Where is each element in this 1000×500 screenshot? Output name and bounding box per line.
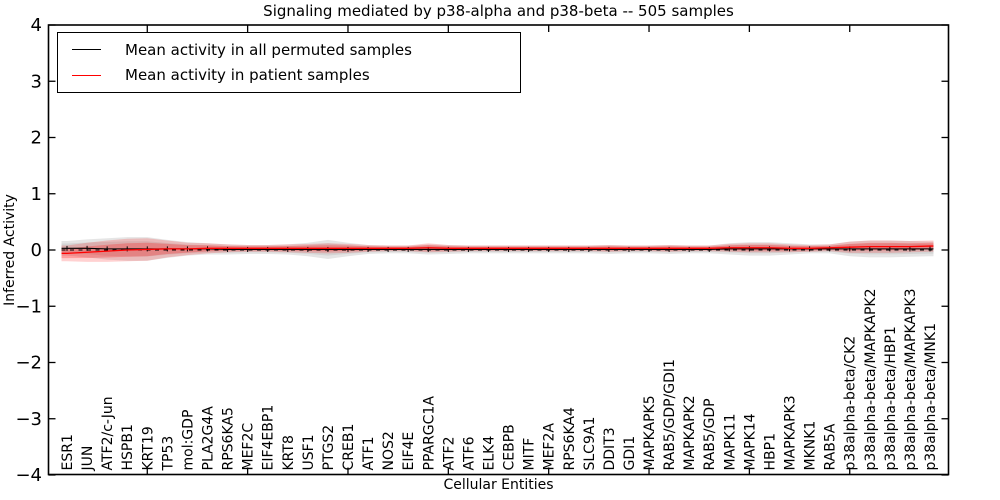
x-category-label: mol:GDP: [180, 410, 196, 471]
legend: Mean activity in all permuted samples Me…: [57, 32, 521, 93]
x-category-label: HSPB1: [120, 424, 136, 470]
y-tick-label: −3: [15, 409, 42, 430]
x-category-label: PTGS2: [321, 425, 337, 471]
x-category-label: ATF1: [361, 436, 377, 470]
x-category-label: RAB5A: [823, 423, 839, 470]
y-tick-label: 0: [31, 240, 42, 261]
legend-label-patient: Mean activity in patient samples: [125, 66, 370, 85]
y-tick-label: 3: [31, 71, 42, 92]
x-category-label: p38alpha-beta/MNK1: [923, 323, 939, 471]
legend-line-patient-icon: [72, 74, 101, 76]
x-category-label: GDI1: [622, 436, 638, 471]
x-category-label: EIF4E: [401, 432, 417, 471]
x-category-label: CEBPB: [502, 424, 518, 470]
x-category-label: KRT19: [140, 426, 156, 470]
x-category-label: MAPKAPK2: [682, 395, 698, 470]
y-tick-label: −1: [15, 296, 42, 317]
x-category-label: DDIT3: [602, 427, 618, 470]
x-category-label: p38alpha-beta/MAPKAPK3: [903, 289, 919, 471]
x-category-label: HBP1: [762, 433, 778, 470]
x-category-label: ELK4: [481, 436, 497, 471]
x-category-label: p38alpha-beta/MAPKAPK2: [863, 289, 879, 471]
x-category-label: USF1: [301, 434, 317, 470]
y-tick-label: 1: [31, 184, 42, 205]
x-category-label: NOS2: [381, 431, 397, 470]
patient-mean-line: [61, 245, 934, 255]
x-category-label: RPS6KA5: [221, 407, 237, 470]
x-category-label: JUN: [80, 446, 96, 472]
x-category-label: MAPKAPK3: [783, 395, 799, 470]
x-category-label: MEF2A: [542, 423, 558, 471]
x-category-label: SLC9A1: [582, 417, 598, 471]
x-category-label: KRT8: [281, 435, 297, 470]
x-axis-label: Cellular Entities: [443, 477, 554, 493]
x-category-label: ATF2: [441, 436, 457, 470]
x-category-label: ATF6: [461, 436, 477, 470]
legend-entry-permuted: Mean activity in all permuted samples: [72, 41, 520, 59]
band-patient-core: [61, 242, 934, 259]
legend-line-permuted-icon: [72, 49, 101, 51]
y-tick-label: −2: [15, 353, 42, 374]
x-category-label: CREB1: [341, 424, 357, 471]
legend-label-permuted: Mean activity in all permuted samples: [125, 40, 412, 59]
x-category-label: MAPKAPK5: [642, 395, 658, 470]
x-category-label: ESR1: [60, 434, 76, 470]
x-category-label: RAB5/GDP/GDI1: [662, 359, 678, 470]
x-category-label: PLA2G4A: [200, 406, 216, 471]
x-category-label: TP53: [160, 436, 176, 472]
legend-entry-patient: Mean activity in patient samples: [72, 66, 520, 84]
x-category-label: p38alpha-beta/HBP1: [883, 326, 899, 470]
chart-title: Signaling mediated by p38-alpha and p38-…: [263, 2, 734, 20]
x-category-label: p38alpha-beta/CK2: [843, 336, 859, 471]
x-category-label: MAPK14: [742, 413, 758, 470]
x-category-label: MAPK11: [722, 413, 738, 470]
x-category-label: MITF: [522, 438, 538, 471]
x-category-label: ATF2/c-Jun: [100, 396, 116, 470]
x-category-label: RPS6KA4: [562, 407, 578, 470]
x-category-label: RAB5/GDP: [702, 398, 718, 470]
y-tick-label: 2: [31, 128, 42, 149]
x-category-label: PPARGC1A: [421, 396, 437, 471]
x-category-label: MKNK1: [803, 421, 819, 471]
y-tick-label: −4: [15, 465, 42, 486]
x-category-label: EIF4EBP1: [261, 405, 277, 471]
x-category-label: MEF2C: [241, 423, 257, 471]
y-tick-label: 4: [31, 15, 42, 36]
